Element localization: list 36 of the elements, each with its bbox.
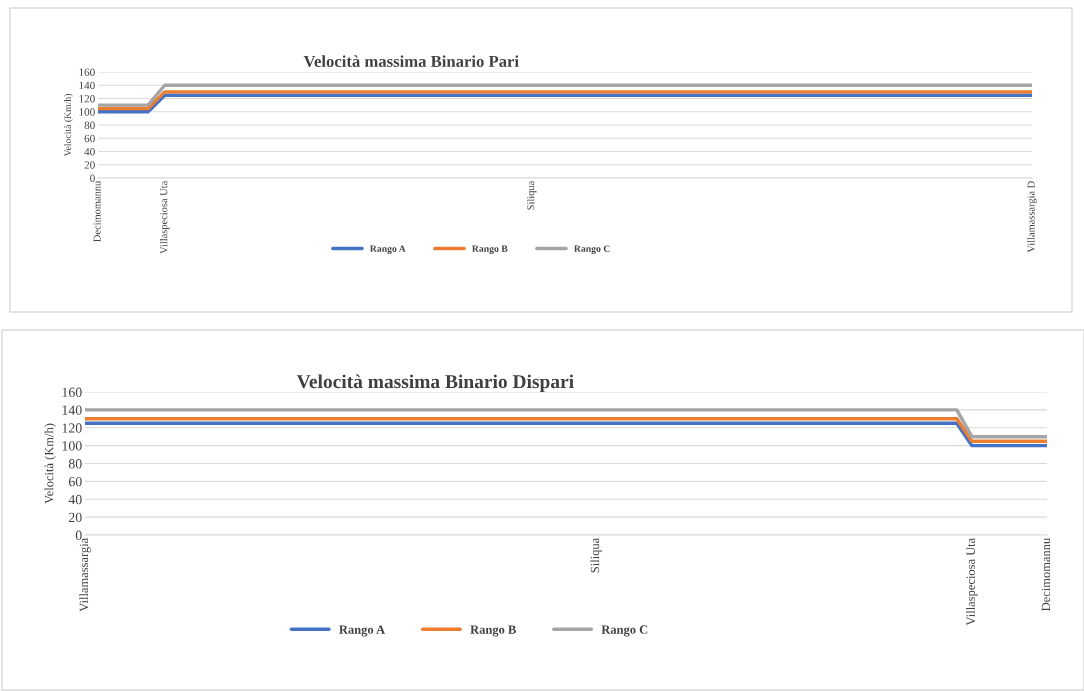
- y-tick-label: 160: [62, 387, 82, 397]
- y-tick-label: 80: [68, 459, 82, 469]
- legend-label: Rango C: [574, 245, 610, 254]
- legend-label: Rango B: [470, 625, 516, 637]
- x-tick-label: Siliqua: [590, 537, 602, 573]
- x-tick-label: Villamassargia D: [1027, 181, 1037, 253]
- x-tick-label: Decimomannu: [93, 180, 101, 242]
- y-tick-label: 40: [84, 147, 95, 156]
- y-axis-title: Velocità (Km/h): [64, 93, 73, 157]
- y-tick-label: 40: [68, 494, 82, 505]
- y-tick-label: 0: [75, 530, 82, 540]
- legend-label: Rango A: [339, 625, 386, 637]
- x-tick-label: Siliqua: [526, 180, 537, 210]
- y-tick-label: 120: [79, 94, 95, 103]
- y-tick-label: 60: [68, 476, 82, 487]
- y-tick-label: 120: [62, 423, 82, 433]
- legend-label: Rango C: [601, 625, 648, 637]
- y-axis-title: Velocità (Km/h): [44, 423, 56, 504]
- x-tick-label: Villamassargia: [79, 537, 91, 612]
- y-tick-label: 100: [79, 108, 95, 116]
- chart-title: Velocità massima Binario Dispari: [296, 374, 574, 393]
- y-tick-label: 160: [79, 68, 95, 76]
- legend-label: Rango A: [369, 245, 406, 254]
- y-tick-label: 140: [79, 81, 95, 90]
- y-tick-label: 100: [62, 441, 82, 451]
- y-tick-label: 80: [84, 121, 95, 129]
- y-tick-label: 60: [84, 134, 95, 143]
- x-tick-label: Decimomannu: [1041, 537, 1051, 612]
- legend-label: Rango B: [472, 245, 508, 254]
- chart-title: Velocità massima Binario Pari: [303, 55, 519, 68]
- y-tick-label: 20: [68, 512, 82, 523]
- x-tick-label: Villaspeciosa Uta: [159, 180, 170, 254]
- y-tick-label: 20: [84, 161, 95, 169]
- x-tick-label: Villaspeciosa Uta: [966, 537, 978, 626]
- y-tick-label: 0: [90, 174, 95, 182]
- y-tick-label: 140: [62, 405, 82, 415]
